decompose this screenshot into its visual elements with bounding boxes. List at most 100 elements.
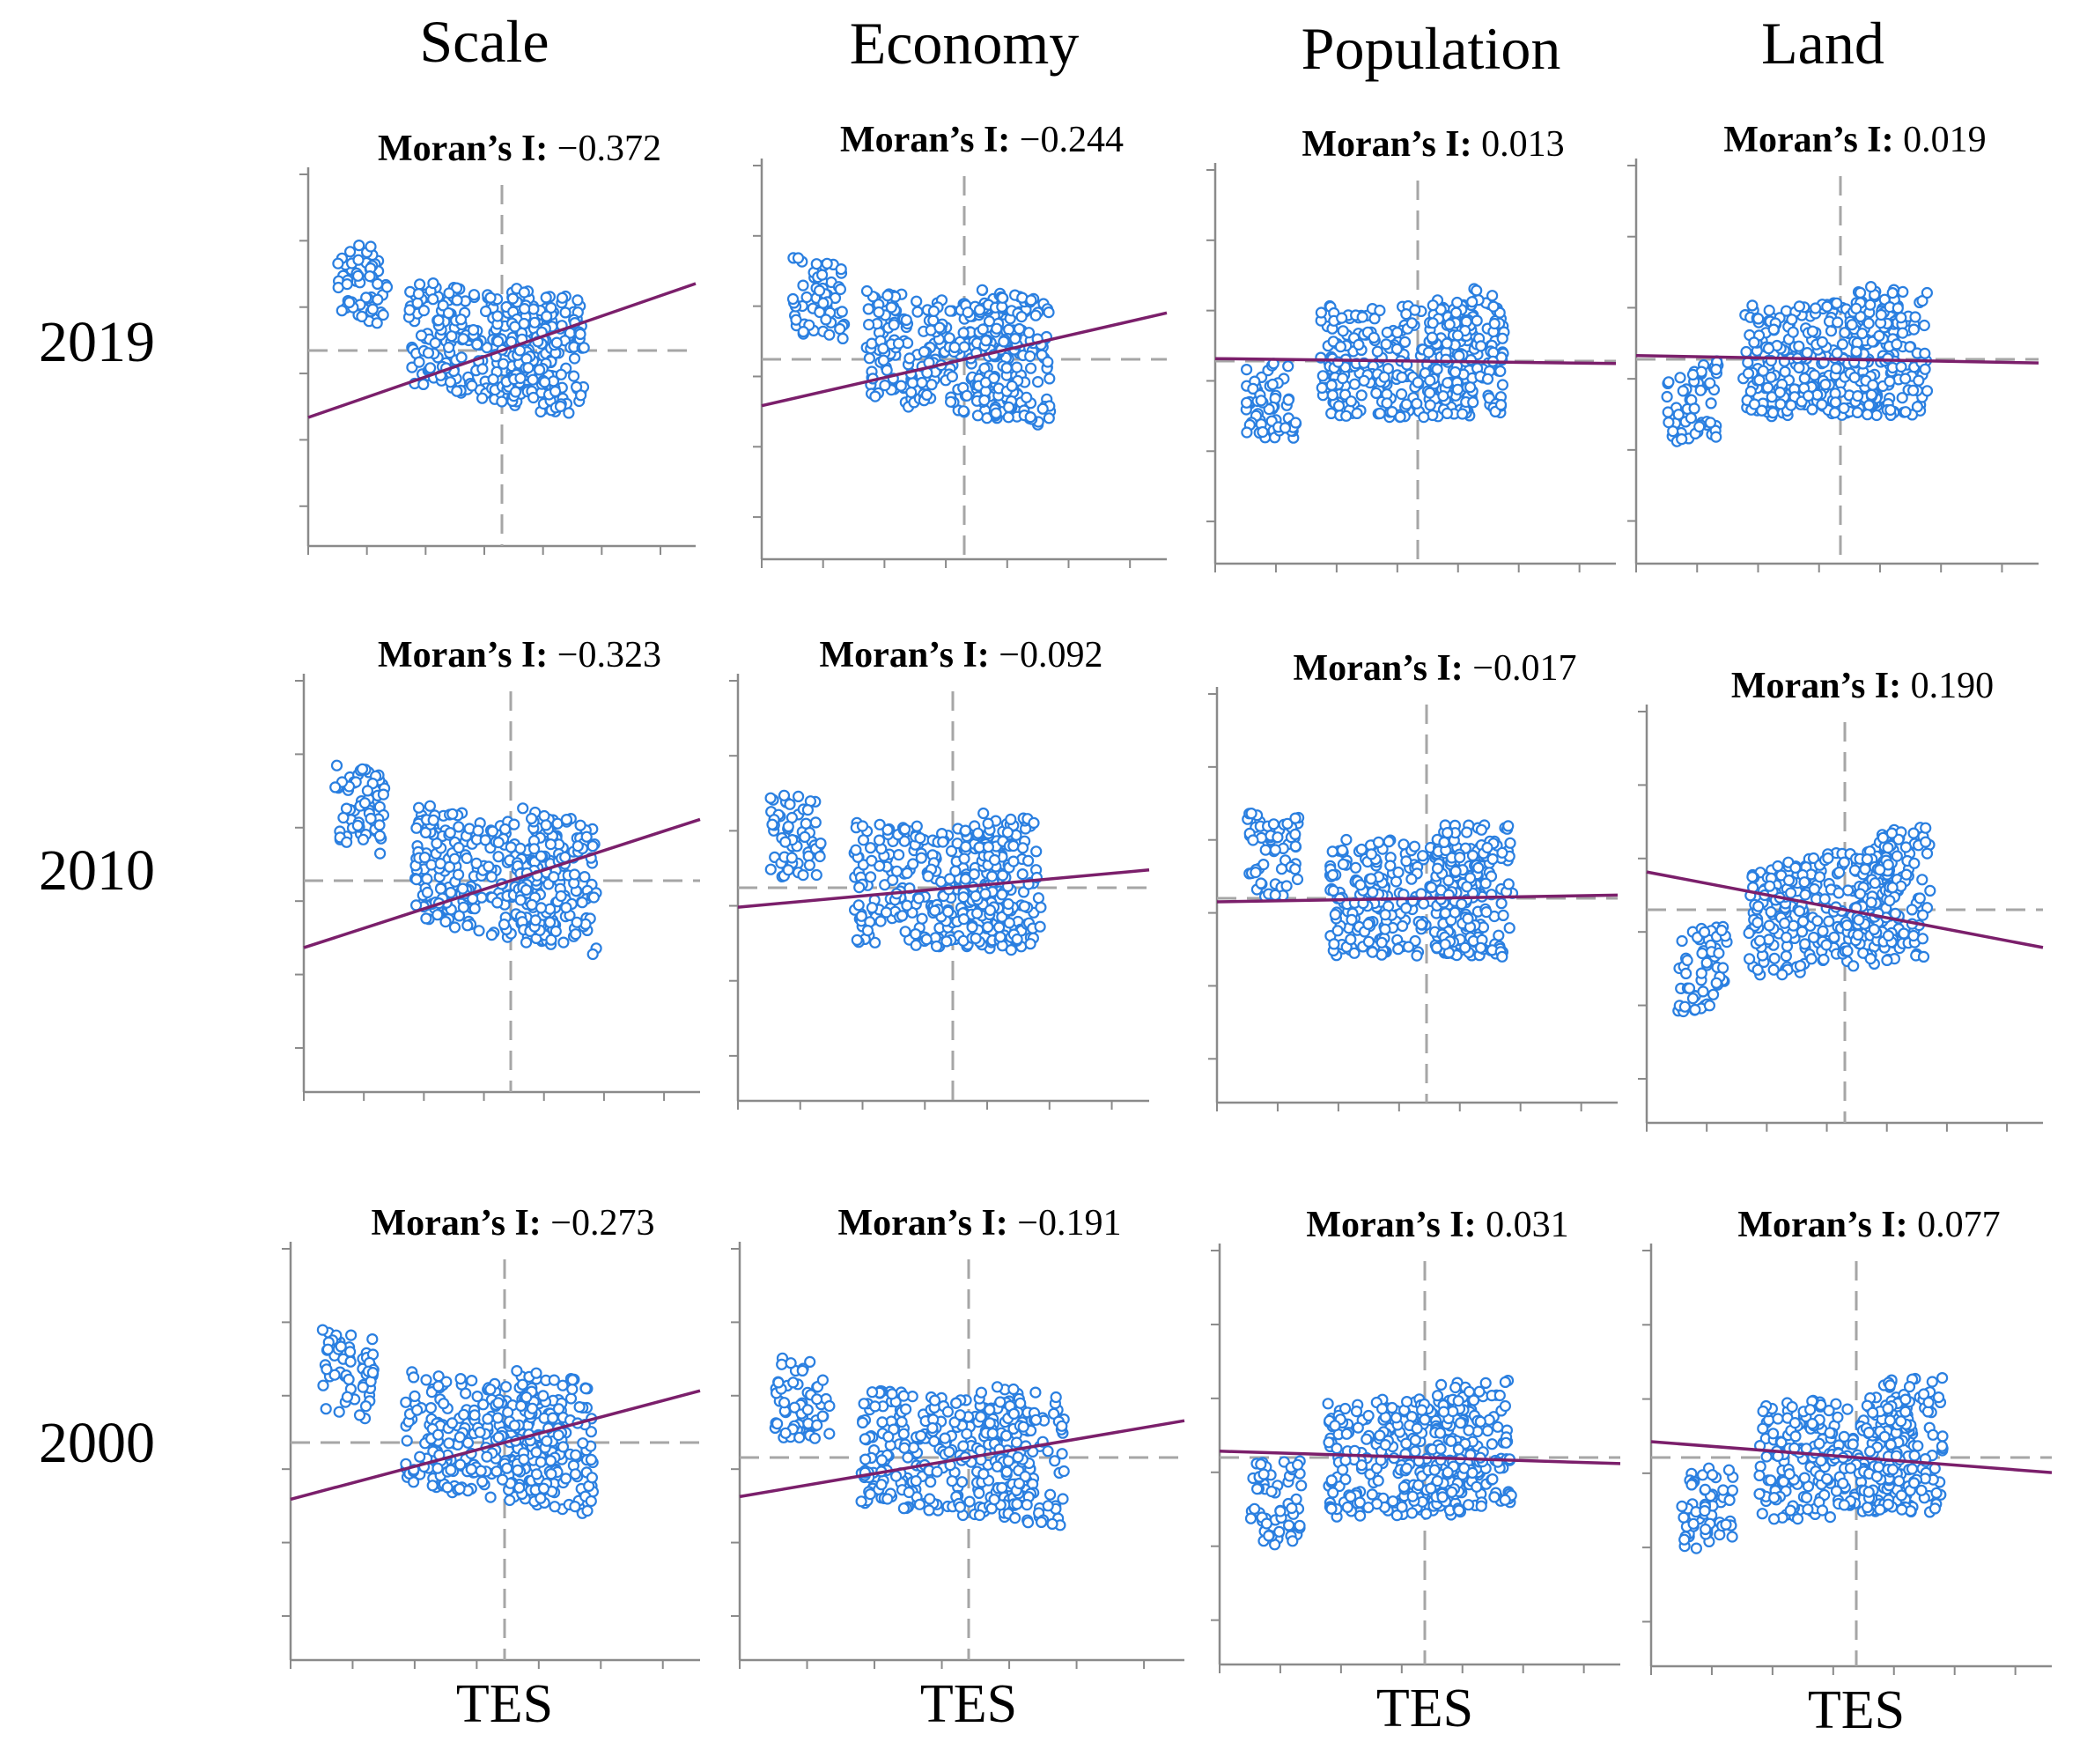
data-point — [1022, 327, 1036, 339]
data-point — [1805, 953, 1818, 965]
moran-i-label: Moran’s I: −0.273 — [372, 1203, 655, 1244]
data-point — [1028, 816, 1040, 830]
data-point — [1715, 924, 1728, 937]
data-point — [892, 848, 905, 861]
data-point — [905, 386, 918, 399]
data-point — [910, 939, 922, 951]
data-point — [549, 1501, 561, 1513]
data-point — [1044, 373, 1056, 385]
data-point — [810, 868, 822, 882]
data-point — [1460, 826, 1473, 838]
data-point — [1751, 916, 1764, 929]
data-point — [544, 838, 557, 851]
point-cloud — [329, 759, 602, 961]
data-point — [1018, 900, 1031, 912]
data-point — [911, 820, 923, 832]
data-point — [1424, 374, 1436, 387]
data-point — [1740, 345, 1752, 358]
data-point — [850, 844, 862, 856]
data-point — [357, 1381, 369, 1393]
data-point — [572, 294, 584, 306]
data-point — [356, 763, 369, 775]
data-point — [1375, 1402, 1389, 1415]
data-point — [559, 1472, 572, 1485]
data-point — [1920, 836, 1932, 848]
data-point — [903, 352, 916, 365]
data-point — [1681, 954, 1693, 967]
data-point — [1459, 941, 1471, 954]
data-point — [986, 1427, 999, 1440]
data-point — [505, 841, 517, 853]
data-point — [1390, 875, 1403, 888]
data-point — [970, 889, 982, 903]
data-point — [1029, 1386, 1042, 1399]
data-point — [1248, 1502, 1261, 1515]
data-point — [1005, 813, 1017, 826]
data-point — [899, 1403, 912, 1415]
data-point — [1806, 325, 1818, 337]
data-point — [834, 283, 847, 296]
data-point — [1677, 385, 1689, 397]
data-point — [336, 305, 348, 317]
data-point — [1886, 882, 1899, 894]
data-point — [1329, 1420, 1341, 1432]
data-point — [1916, 933, 1928, 945]
data-point — [1000, 362, 1013, 374]
data-point — [496, 395, 508, 408]
data-point — [1419, 1413, 1431, 1426]
data-point — [1011, 361, 1023, 373]
data-point — [1006, 380, 1018, 392]
data-point — [1809, 369, 1821, 381]
data-point — [943, 873, 956, 885]
data-point — [1704, 377, 1716, 389]
data-point — [1786, 314, 1798, 326]
data-point — [1713, 947, 1725, 959]
data-point — [1921, 847, 1934, 860]
data-point — [933, 321, 946, 334]
data-point — [1892, 302, 1904, 314]
data-point — [549, 925, 562, 938]
data-point — [1416, 850, 1429, 862]
data-point — [1766, 407, 1780, 419]
data-point — [1392, 943, 1405, 956]
data-point — [1280, 880, 1293, 892]
panel-2019-population: Moran’s I: 0.013 — [1206, 124, 1617, 572]
data-point — [959, 824, 972, 837]
data-point — [1865, 281, 1877, 293]
data-point — [1418, 411, 1430, 424]
data-point — [1244, 1512, 1257, 1524]
data-point — [1829, 407, 1841, 419]
point-cloud — [1661, 281, 1934, 447]
data-point — [1336, 312, 1348, 324]
data-point — [351, 269, 365, 282]
moran-i-prefix: Moran’s I: — [838, 1203, 1018, 1244]
data-point — [861, 924, 874, 937]
data-point — [491, 336, 505, 348]
data-point — [916, 912, 928, 925]
data-point — [1275, 863, 1288, 875]
data-point — [482, 1413, 494, 1425]
data-point — [1874, 863, 1886, 876]
data-point — [786, 292, 800, 306]
data-point — [1042, 1500, 1054, 1512]
data-point — [1441, 407, 1454, 419]
data-point — [1400, 1462, 1413, 1475]
data-point — [1345, 934, 1357, 946]
moran-i-value: −0.323 — [557, 635, 661, 675]
row-header-2019: 2019 — [39, 310, 155, 374]
data-point — [530, 1468, 543, 1480]
data-point — [1488, 317, 1501, 330]
moran-i-prefix: Moran’s I: — [378, 129, 557, 169]
data-point — [882, 1430, 895, 1443]
data-point — [1496, 950, 1508, 963]
data-point — [860, 284, 874, 298]
data-point — [513, 344, 527, 357]
data-point — [373, 819, 386, 831]
data-point — [421, 886, 433, 899]
data-point — [1833, 866, 1846, 879]
data-point — [988, 1494, 1000, 1506]
data-point — [877, 354, 890, 366]
data-point — [508, 1419, 521, 1432]
moran-i-value: −0.092 — [999, 635, 1102, 675]
data-point — [1260, 1517, 1273, 1530]
